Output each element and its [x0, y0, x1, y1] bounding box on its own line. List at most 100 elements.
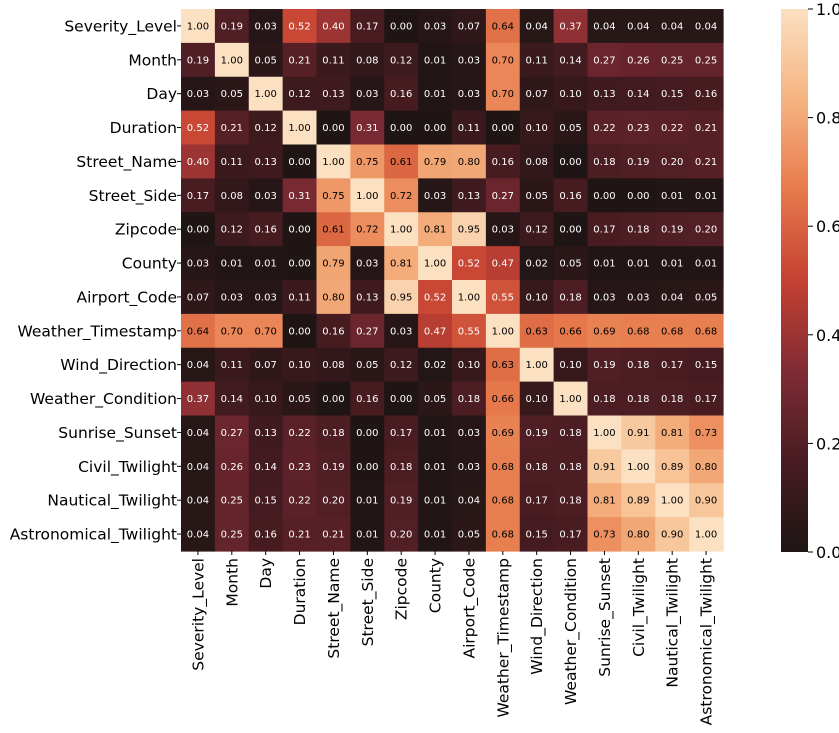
heatmap-cell — [587, 517, 622, 552]
heatmap-cell — [452, 483, 487, 518]
cell-value-label: 0.26 — [627, 55, 649, 66]
heatmap-cell — [689, 246, 724, 281]
cell-value-label: 0.91 — [627, 428, 649, 439]
cell-value-label: 0.90 — [661, 530, 683, 541]
cell-value-label: 0.70 — [221, 326, 243, 337]
heatmap-cell — [214, 483, 250, 518]
heatmap-cell — [214, 9, 250, 44]
column-label: Month — [223, 558, 241, 607]
cell-value-label: 1.00 — [255, 89, 277, 100]
cell-value-label: 0.10 — [458, 360, 480, 371]
row-label: Severity_Level — [64, 17, 177, 36]
heatmap-cell — [214, 212, 250, 247]
cell-value-label: 0.05 — [458, 530, 480, 541]
column-label: Severity_Level — [189, 558, 208, 671]
heatmap-cell — [519, 517, 555, 552]
heatmap-cell — [553, 110, 589, 146]
cell-value-label: 0.11 — [526, 55, 548, 66]
heatmap-cell — [350, 246, 385, 281]
heatmap-cells: 1.00 0.19 0.03 0.52 0.40 0.17 0.00 0.03 0.07 0.64… — [181, 9, 724, 552]
heatmap-cell — [214, 246, 250, 281]
cell-value-label: 0.19 — [661, 225, 683, 236]
colorbar-tick-label: 1.0 — [816, 0, 839, 19]
cell-value-label: 0.00 — [390, 394, 412, 405]
cell-value-label: 0.17 — [526, 496, 548, 507]
heatmap-cell — [350, 347, 385, 383]
heatmap-cell — [485, 178, 521, 213]
cell-value-label: 0.12 — [390, 360, 412, 371]
cell-value-label: 0.03 — [221, 292, 243, 303]
heatmap-cell — [316, 144, 351, 179]
cell-value-label: 0.10 — [559, 89, 581, 100]
cell-value-label: 0.00 — [322, 123, 344, 134]
cell-value-label: 0.80 — [695, 462, 717, 473]
cell-value-label: 0.17 — [559, 530, 581, 541]
heatmap-cell — [282, 483, 318, 518]
heatmap-cell — [553, 449, 589, 484]
cell-value-label: 0.03 — [458, 428, 480, 439]
heatmap-cell — [689, 9, 724, 44]
cell-value-label: 0.19 — [390, 496, 412, 507]
cell-value-label: 0.16 — [322, 326, 344, 337]
heatmap-cell — [316, 313, 351, 349]
heatmap-cell — [248, 9, 284, 44]
colorbar-tick-label: 0.0 — [816, 543, 839, 562]
heatmap-cell — [282, 42, 318, 78]
cell-value-label: 0.10 — [559, 360, 581, 371]
heatmap-cell — [418, 449, 453, 484]
cell-value-label: 0.11 — [221, 157, 243, 168]
cell-value-label: 0.05 — [356, 360, 378, 371]
heatmap-cell — [181, 246, 216, 281]
heatmap-cell — [655, 212, 690, 247]
cell-value-label: 0.01 — [424, 89, 446, 100]
heatmap-cell — [181, 144, 216, 179]
cell-value-label: 0.12 — [255, 123, 277, 134]
heatmap-cell — [248, 381, 284, 417]
cell-value-label: 0.17 — [695, 394, 717, 405]
heatmap-cell — [452, 280, 487, 315]
row-label: Astronomical_Twilight — [10, 526, 177, 545]
heatmap-cell — [350, 144, 385, 179]
cell-value-label: 0.03 — [255, 292, 277, 303]
cell-value-label: 0.13 — [255, 157, 277, 168]
column-label: Day — [257, 558, 275, 589]
cell-value-label: 0.22 — [288, 496, 310, 507]
cell-value-label: 0.61 — [390, 157, 412, 168]
heatmap-cell — [350, 178, 385, 213]
heatmap-cell — [248, 313, 284, 349]
cell-value-label: 0.01 — [356, 496, 378, 507]
cell-value-label: 0.01 — [695, 191, 717, 202]
cell-value-label: 0.89 — [661, 462, 683, 473]
column-label: Weather_Condition — [562, 558, 581, 705]
column-label: County — [427, 558, 445, 613]
cell-value-label: 0.63 — [526, 326, 548, 337]
heatmap-cell — [519, 280, 555, 315]
cell-value-label: 0.68 — [492, 462, 514, 473]
cell-value-label: 0.73 — [593, 530, 615, 541]
heatmap-cell — [181, 9, 216, 44]
heatmap-cell — [452, 178, 487, 213]
heatmap-cell — [655, 313, 690, 349]
heatmap-cell — [316, 110, 351, 146]
cell-value-label: 0.15 — [255, 496, 277, 507]
cell-value-label: 0.04 — [627, 21, 649, 32]
cell-value-label: 0.05 — [288, 394, 310, 405]
heatmap-cell — [350, 449, 385, 484]
heatmap-cell — [316, 347, 351, 383]
cell-value-label: 0.70 — [492, 55, 514, 66]
heatmap-cell — [587, 483, 622, 518]
cell-value-label: 0.17 — [356, 21, 378, 32]
heatmap-cell — [519, 246, 555, 281]
cell-value-label: 0.40 — [322, 21, 344, 32]
heatmap-cell — [655, 144, 690, 179]
cell-value-label: 0.03 — [458, 89, 480, 100]
heatmap-cell — [452, 110, 487, 146]
heatmap-cell — [316, 381, 351, 417]
cell-value-label: 0.20 — [390, 530, 412, 541]
cell-value-label: 0.00 — [288, 225, 310, 236]
cell-value-label: 0.13 — [255, 428, 277, 439]
cell-value-label: 0.01 — [424, 530, 446, 541]
heatmap-cell — [214, 517, 250, 552]
heatmap-cell — [587, 212, 622, 247]
cell-value-label: 0.00 — [390, 21, 412, 32]
